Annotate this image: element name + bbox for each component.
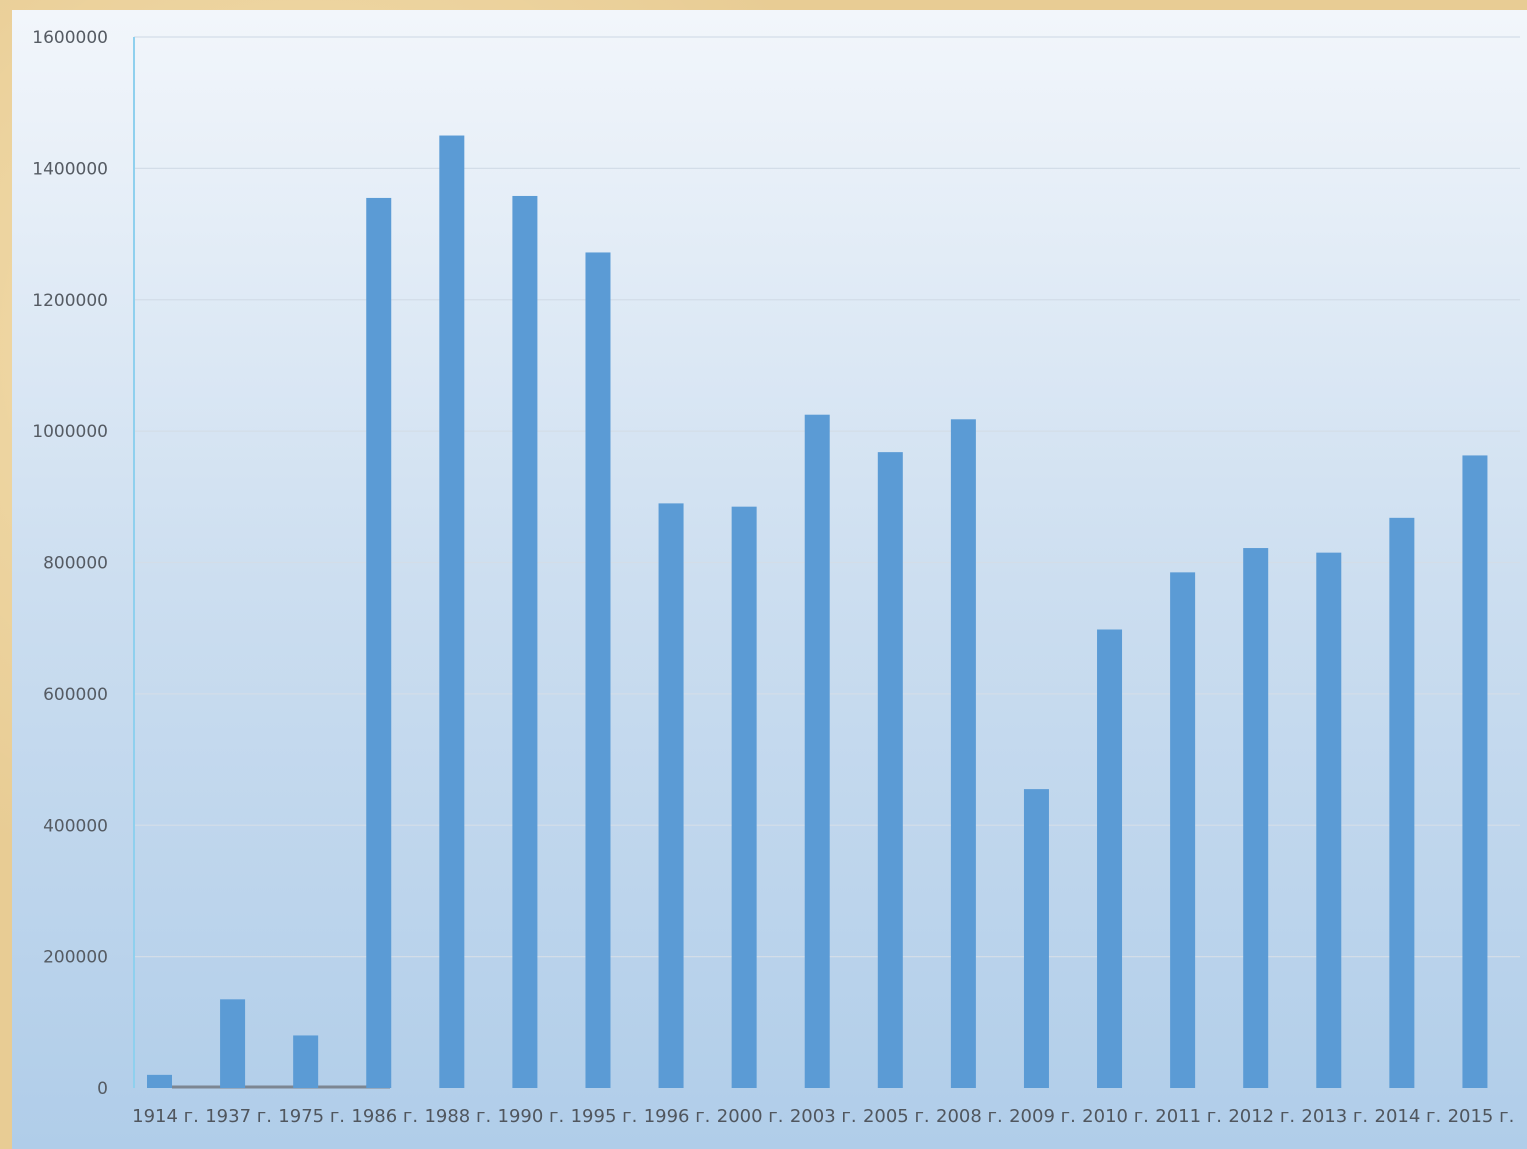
bar [439,135,465,1088]
bar [731,506,757,1088]
bar [585,252,611,1088]
bar [1462,455,1488,1088]
x-tick-label: 2014 г. [1375,1106,1442,1127]
bar [877,452,903,1088]
bar [950,419,976,1088]
y-tick-label: 1200000 [32,291,108,311]
x-tick-label: 2013 г. [1301,1106,1368,1127]
bar [1023,789,1049,1088]
x-tick-label: 1995 г. [571,1106,638,1127]
y-tick-label: 1000000 [32,422,108,442]
y-tick-label: 600000 [43,685,108,705]
y-tick-label: 1400000 [32,159,108,179]
bars [147,135,1488,1089]
x-tick-label: 2003 г. [790,1106,857,1127]
bar [1170,572,1196,1088]
x-tick-label: 1937 г. [205,1106,272,1127]
x-tick-label: 2009 г. [1009,1106,1076,1127]
bar [1389,517,1415,1088]
bar [1097,629,1123,1088]
x-tick-label: 1986 г. [351,1106,418,1127]
x-tick-label: 2008 г. [936,1106,1003,1127]
y-tick-label: 1600000 [32,28,108,48]
bar [512,195,538,1088]
y-axis-ticks: 0 200000 400000 600000 800000 1000000 1200000 1… [32,28,108,1099]
bar [220,999,246,1088]
y-tick-label: 800000 [43,554,108,574]
y-tick-label: 400000 [43,816,108,836]
x-tick-label: 1914 г. [132,1106,199,1127]
x-tick-label: 1975 г. [278,1106,345,1127]
bar [804,414,830,1088]
bar [366,197,392,1088]
bar [1316,552,1342,1088]
x-axis-labels: 1914 г. 1937 г. 1975 г. 1986 г. 1988 г. 1990 … [132,1106,1514,1127]
y-tick-label: 200000 [43,948,108,968]
chart-panel [12,10,1527,1149]
x-tick-label: 2000 г. [717,1106,784,1127]
x-tick-label: 2011 г. [1155,1106,1222,1127]
y-tick-label: 0 [97,1079,108,1099]
x-tick-label: 1988 г. [424,1106,491,1127]
x-tick-label: 2005 г. [863,1106,930,1127]
bar [147,1074,172,1088]
bar [658,503,684,1089]
bar [1243,548,1269,1088]
x-tick-label: 2010 г. [1082,1106,1149,1127]
x-tick-label: 1990 г. [498,1106,565,1127]
x-tick-label: 2015 г. [1448,1106,1515,1127]
x-tick-label: 1996 г. [644,1106,711,1127]
x-tick-label: 2012 г. [1228,1106,1295,1127]
bar [293,1035,319,1088]
